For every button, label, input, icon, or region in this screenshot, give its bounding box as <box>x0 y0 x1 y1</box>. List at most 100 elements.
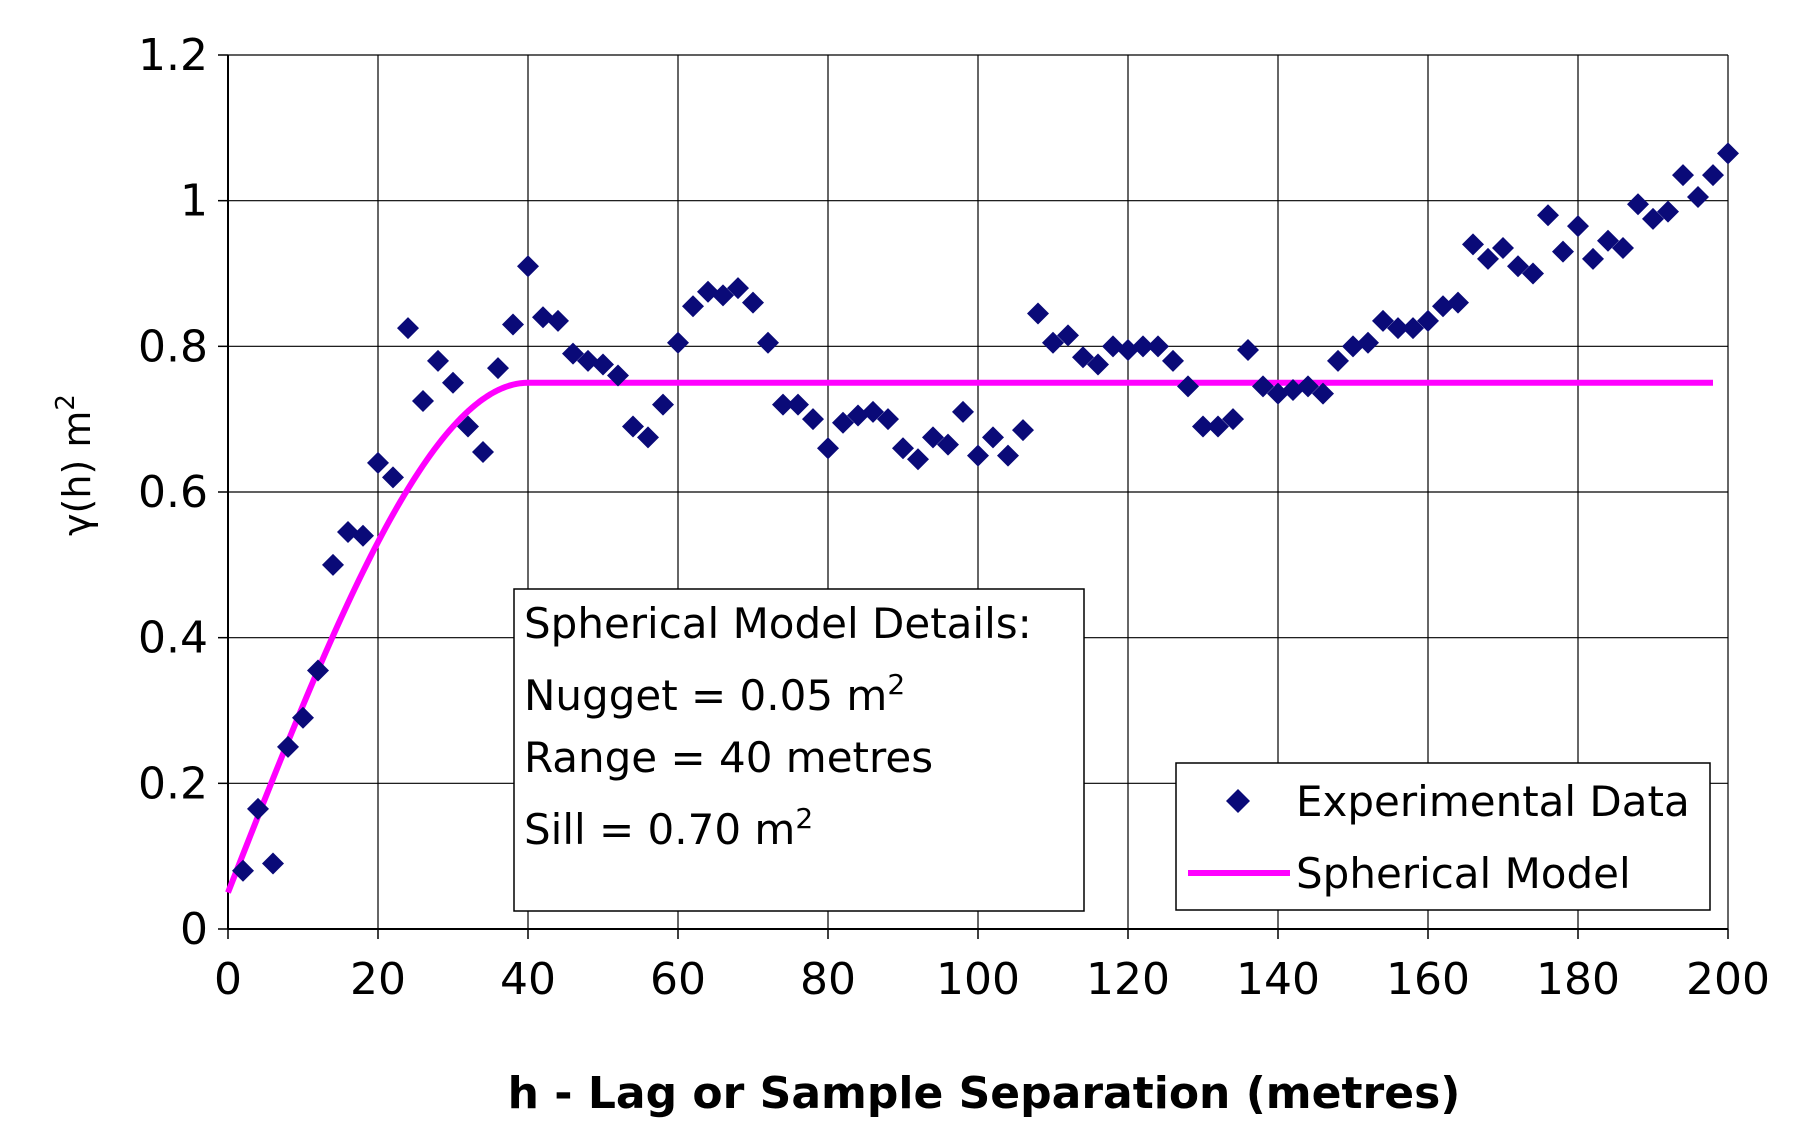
x-tick-label: 60 <box>650 954 706 1005</box>
data-point <box>1477 247 1499 270</box>
data-point <box>1162 349 1184 372</box>
x-tick-label: 180 <box>1536 954 1620 1005</box>
data-point <box>1312 382 1334 405</box>
data-point <box>1177 375 1199 398</box>
data-point <box>727 277 749 300</box>
data-point <box>532 306 554 329</box>
data-point <box>667 331 689 354</box>
data-point <box>922 426 944 449</box>
data-point <box>1087 353 1109 376</box>
details-range: Range = 40 metres <box>524 733 933 782</box>
data-point <box>367 451 389 474</box>
data-point <box>502 313 524 336</box>
data-point <box>1207 415 1229 438</box>
data-point <box>247 797 269 820</box>
data-point <box>292 706 314 729</box>
data-point <box>1372 309 1394 332</box>
data-point <box>1282 379 1304 402</box>
x-tick-label: 200 <box>1686 954 1770 1005</box>
data-point <box>637 426 659 449</box>
data-point <box>787 393 809 416</box>
data-point <box>712 284 734 307</box>
x-tick-label: 20 <box>350 954 406 1005</box>
details-sill: Sill = 0.70 m2 <box>524 802 813 854</box>
data-point <box>1147 335 1169 358</box>
y-tick-label: 0.2 <box>138 758 208 809</box>
axes <box>218 54 1729 939</box>
data-point <box>1657 200 1679 223</box>
data-point <box>1012 419 1034 442</box>
data-point <box>562 342 584 365</box>
legend-label-experimental-data: Experimental Data <box>1296 777 1690 826</box>
data-point <box>1102 335 1124 358</box>
y-axis-label: γ(h) m2 <box>51 394 99 536</box>
data-point <box>832 411 854 434</box>
y-tick-label: 0.4 <box>138 613 208 664</box>
x-tick-label: 100 <box>936 954 1020 1005</box>
data-point <box>1522 262 1544 285</box>
data-point <box>952 400 974 423</box>
details-nugget-sup: 2 <box>887 668 905 701</box>
data-point <box>277 735 299 758</box>
data-point <box>1432 295 1454 318</box>
data-point <box>1567 215 1589 238</box>
data-point <box>877 408 899 431</box>
data-point <box>427 349 449 372</box>
data-point <box>352 524 374 547</box>
data-point <box>802 408 824 431</box>
data-point <box>1552 240 1574 263</box>
data-point <box>1462 233 1484 256</box>
data-point <box>412 389 434 412</box>
data-point <box>847 404 869 427</box>
data-point <box>1597 229 1619 252</box>
details-title: Spherical Model Details: <box>524 599 1032 648</box>
data-point <box>757 331 779 354</box>
data-point <box>1267 382 1289 405</box>
data-point <box>442 371 464 394</box>
data-point <box>547 309 569 332</box>
data-point <box>517 255 539 278</box>
data-point <box>337 521 359 544</box>
data-point <box>967 444 989 467</box>
x-axis-label: h - Lag or Sample Separation (metres) <box>508 1068 1461 1119</box>
data-point <box>262 852 284 875</box>
data-point <box>1327 349 1349 372</box>
data-point <box>1042 331 1064 354</box>
y-tick-label: 0.6 <box>138 467 208 518</box>
y-tick-label: 1.2 <box>138 30 208 81</box>
data-point <box>1192 415 1214 438</box>
y-tick-label: 0 <box>180 904 208 955</box>
data-point <box>472 440 494 463</box>
data-point <box>1222 408 1244 431</box>
data-point <box>1717 142 1739 165</box>
details-sill-text: Sill = 0.70 m <box>524 805 795 854</box>
data-point <box>1702 164 1724 187</box>
data-point <box>862 400 884 423</box>
data-point <box>1132 335 1154 358</box>
y-axis-label-main: γ(h) m <box>55 411 99 536</box>
data-point <box>997 444 1019 467</box>
data-point <box>1402 317 1424 340</box>
data-point <box>1447 291 1469 314</box>
spherical-model-line <box>225 379 1713 894</box>
data-point <box>1237 338 1259 361</box>
data-point <box>907 448 929 471</box>
x-tick-label: 80 <box>800 954 856 1005</box>
data-point <box>1057 324 1079 347</box>
data-point <box>622 415 644 438</box>
x-tick-labels: 0 20 40 60 80 100 120 140 160 180 200 <box>214 954 1770 1005</box>
data-point <box>307 659 329 682</box>
data-point <box>607 364 629 387</box>
y-axis-label-sup: 2 <box>51 394 81 411</box>
data-point <box>1387 317 1409 340</box>
details-sill-sup: 2 <box>795 802 813 835</box>
x-tick-label: 120 <box>1086 954 1170 1005</box>
experimental-data-series <box>232 142 1739 882</box>
data-point <box>937 433 959 456</box>
data-point <box>1672 164 1694 187</box>
data-point <box>382 466 404 489</box>
data-point <box>1252 375 1274 398</box>
data-point <box>1642 207 1664 230</box>
data-point <box>1492 237 1514 260</box>
